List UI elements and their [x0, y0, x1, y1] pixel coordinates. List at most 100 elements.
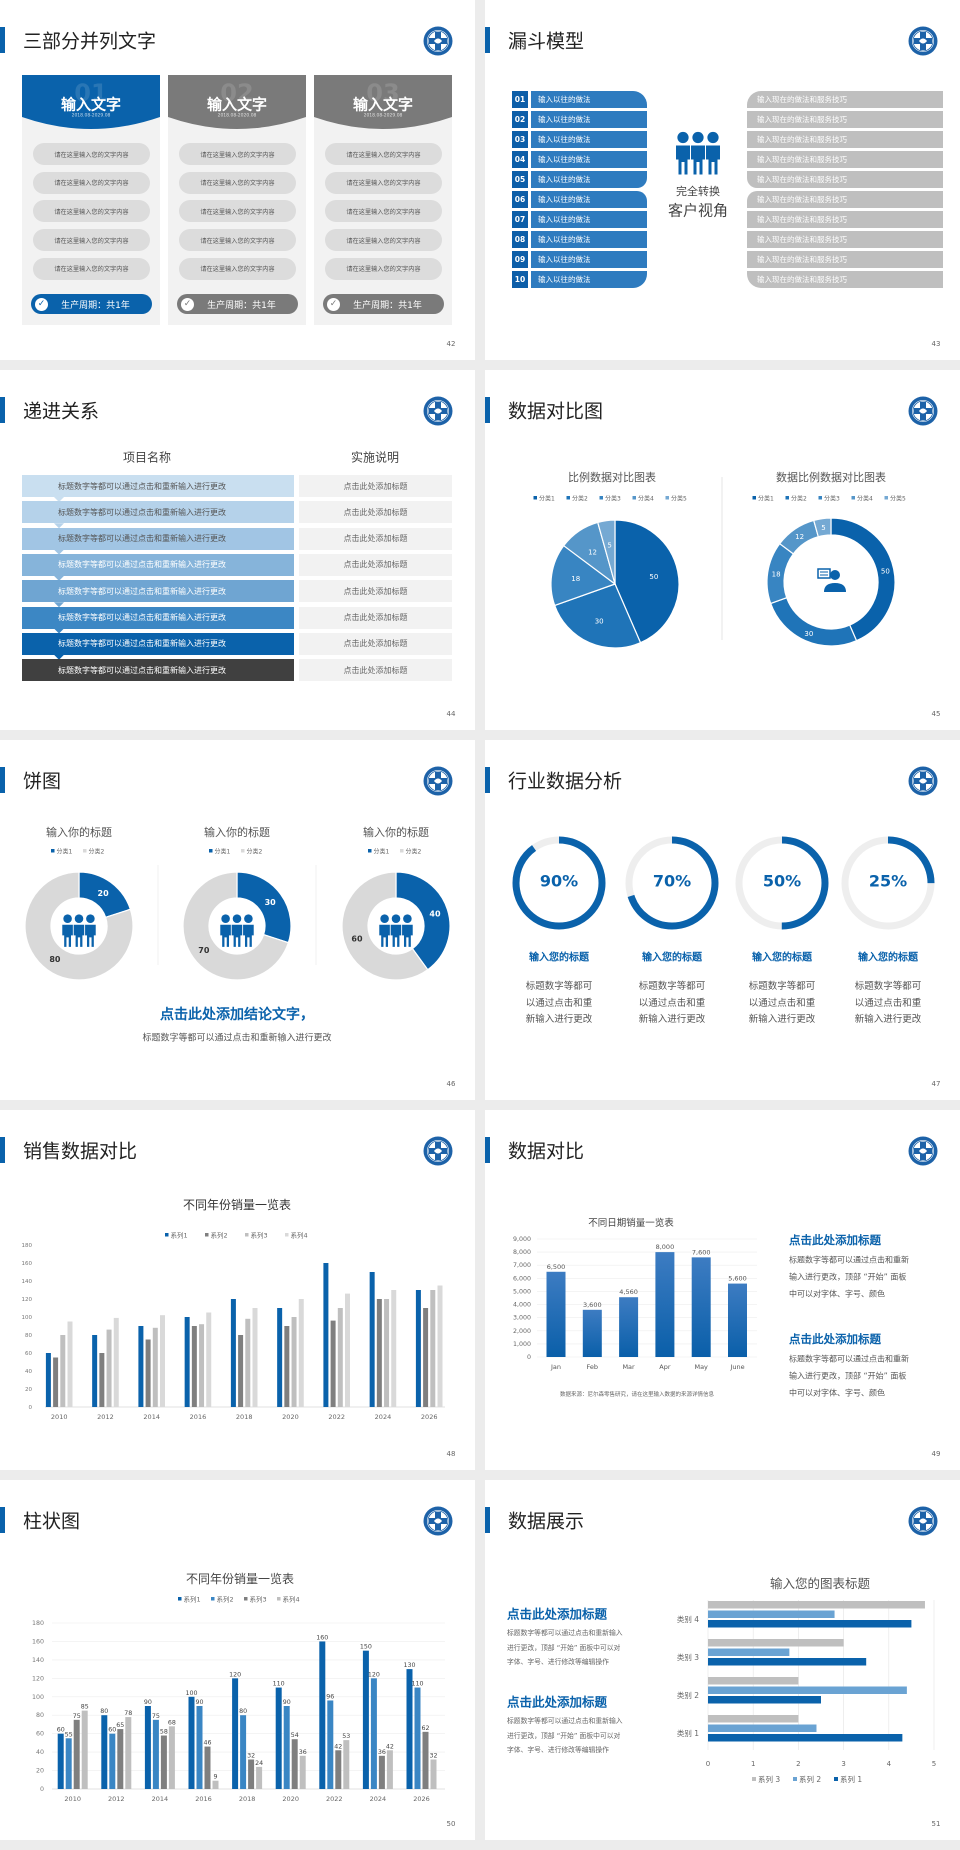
current-practice-item[interactable]: 输入现在的做法和服务技巧 [747, 231, 943, 248]
item-title: 输入您的标题 [529, 952, 589, 964]
item-title: 输入您的标题 [642, 952, 702, 964]
past-practice-item[interactable]: 输入以往的做法 [531, 151, 647, 168]
progression-row[interactable]: 标题数字等都可以通过点击和重新输入进行更改 [22, 632, 294, 655]
progression-row[interactable]: 标题数字等都可以通过点击和重新输入进行更改 [22, 606, 294, 629]
row-note[interactable]: 点击此处添加标题 [299, 475, 452, 497]
text-item[interactable]: 请在这里输入您的文字内容 [179, 143, 296, 165]
text-item[interactable]: 请在这里输入您的文字内容 [33, 200, 150, 223]
data-label: 18 [772, 571, 781, 579]
current-practice-item[interactable]: 输入现在的做法和服务技巧 [747, 271, 943, 288]
legend-swatch [884, 496, 888, 500]
current-practice-item[interactable]: 输入现在的做法和服务技巧 [747, 171, 943, 188]
text-item[interactable]: 请在这里输入您的文字内容 [179, 229, 296, 252]
bar-May [691, 1257, 711, 1357]
past-practice-item[interactable]: 输入以往的做法 [531, 231, 647, 248]
current-practice-item[interactable]: 输入现在的做法和服务技巧 [747, 91, 943, 108]
text-item[interactable]: 请在这里输入您的文字内容 [33, 171, 150, 194]
bar-系列 2-类别 4 [708, 1610, 835, 1618]
progression-row[interactable]: 标题数字等都可以通过点击和重新输入进行更改 [22, 501, 294, 524]
chart-canvas: 输入您的图表标题 0 1 2 3 4 5 类别 1 类别 2 类别 3 类别 4 系列 3 系列 2 系列… [677, 1576, 936, 1784]
people-icon [219, 914, 255, 948]
legend-swatch [752, 496, 756, 500]
x-tick-label: 4 [887, 1760, 892, 1768]
column-card: 03 输入文字 2018.08-2029.08 请在这里输入您的文字内容 请在这里输入您… [314, 75, 452, 325]
progression-row[interactable]: 标题数字等都可以通过点击和重新输入进行更改 [22, 553, 294, 576]
y-tick-label: 3,000 [513, 1315, 531, 1322]
row-note[interactable]: 点击此处添加标题 [299, 606, 452, 629]
bar-系列 3-类别 3 [708, 1639, 844, 1647]
bar-Mar [619, 1297, 639, 1357]
row-note[interactable]: 点击此处添加标题 [299, 527, 452, 550]
step-number: 02 [512, 111, 528, 128]
logo-inner-ring [427, 400, 449, 422]
past-practice-item[interactable]: 输入以往的做法 [531, 251, 647, 268]
progression-row[interactable]: 标题数字等都可以通过点击和重新输入进行更改 [22, 475, 294, 497]
current-practice-item[interactable]: 输入现在的做法和服务技巧 [747, 151, 943, 168]
bar-系列 2-类别 3 [708, 1648, 790, 1656]
text-item[interactable]: 请在这里输入您的文字内容 [325, 143, 442, 165]
slide-45[interactable]: 数据对比图 45 比例数据对比图表 分类1 分类2 分类3 分类4 分类5 50 30 18 12 5 数… [485, 370, 960, 730]
column-header: 输入文字 [206, 95, 268, 114]
text-item[interactable]: 请在这里输入您的文字内容 [325, 229, 442, 252]
slide-49[interactable]: 数据对比 49 不同日期销量一览表 0 1,000 2,000 3,000 4,000 5,00… [485, 1110, 960, 1470]
legend-label: 分类4 [638, 495, 654, 503]
progression-row[interactable]: 标题数字等都可以通过点击和重新输入进行更改 [22, 659, 294, 682]
row-note[interactable]: 点击此处添加标题 [299, 632, 452, 655]
past-practice-item[interactable]: 输入以往的做法 [531, 271, 647, 288]
current-practice-item[interactable]: 输入现在的做法和服务技巧 [747, 251, 943, 268]
slide-44[interactable]: 递进关系 44 项目名称 实施说明 标题数字等都可以通过点击和重新输入进行更改 点击此处添… [0, 370, 475, 730]
text-item[interactable]: 请在这里输入您的文字内容 [179, 200, 296, 223]
person-body [389, 924, 403, 948]
row-note[interactable]: 点击此处添加标题 [299, 553, 452, 576]
text-item[interactable]: 请在这里输入您的文字内容 [325, 171, 442, 194]
progression-row[interactable]: 标题数字等都可以通过点击和重新输入进行更改 [22, 580, 294, 603]
text-item[interactable]: 请在这里输入您的文字内容 [179, 257, 296, 280]
chart-title: 不同日期销量一览表 [588, 1217, 674, 1229]
row-note[interactable]: 点击此处添加标题 [299, 659, 452, 682]
x-tick-label: 2012 [97, 1413, 114, 1421]
text-item[interactable]: 请在这里输入您的文字内容 [33, 229, 150, 252]
slide-title: 数据展示 [508, 1510, 585, 1533]
current-practice-item[interactable]: 输入现在的做法和服务技巧 [747, 111, 943, 128]
text-item[interactable]: 请在这里输入您的文字内容 [325, 200, 442, 223]
logo-emblem [434, 778, 442, 784]
bar-系列 1-类别 2 [708, 1696, 821, 1704]
data-label: 62 [421, 1725, 429, 1732]
slide-46[interactable]: 饼图 46 输入你的标题 分类1 分类2 20 80 输入你的标题 分类1 分类2 30 70 输入你的… [0, 740, 475, 1100]
slide-42[interactable]: 三部分并列文字 42 01 输入文字 2018.08-2029.08 请在这里输入您的文字… [0, 0, 475, 360]
legend-swatch [285, 1233, 289, 1237]
hospital-logo-icon [908, 1136, 938, 1166]
data-label: 32 [429, 1752, 437, 1759]
progression-row[interactable]: 标题数字等都可以通过点击和重新输入进行更改 [22, 527, 294, 550]
current-practice-item[interactable]: 输入现在的做法和服务技巧 [747, 211, 943, 228]
step-number: 05 [512, 171, 528, 188]
slide-title: 行业数据分析 [508, 770, 623, 793]
person-body [675, 144, 691, 176]
text-item[interactable]: 请在这里输入您的文字内容 [33, 143, 150, 165]
progress-ring-fill [735, 836, 829, 930]
current-practice-item[interactable]: 输入现在的做法和服务技巧 [747, 191, 943, 208]
slide-47[interactable]: 行业数据分析 47 90% 输入您的标题 标题数字等都可 以通过点击和重 新输入进行更改 70… [485, 740, 960, 1100]
current-practice-item[interactable]: 输入现在的做法和服务技巧 [747, 131, 943, 148]
row-note[interactable]: 点击此处添加标题 [299, 501, 452, 524]
row-note[interactable]: 点击此处添加标题 [299, 580, 452, 603]
person-body [72, 924, 86, 948]
text-item[interactable]: 请在这里输入您的文字内容 [325, 257, 442, 280]
slide-48[interactable]: 销售数据对比 48 不同年份销量一览表 系列1 系列2 系列3 系列4 0 20 40 60 80 10… [0, 1110, 475, 1470]
slide-50[interactable]: 柱状图 50 不同年份销量一览表 系列1 系列2 系列3 系列4 0 20 40 60 80 100 12… [0, 1480, 475, 1840]
past-practice-item[interactable]: 输入以往的做法 [531, 191, 647, 208]
past-practice-item[interactable]: 输入以往的做法 [531, 91, 647, 108]
past-practice-item[interactable]: 输入以往的做法 [531, 131, 647, 148]
conclusion-title: 点击此处添加结论文字， [160, 1007, 314, 1023]
past-practice-item[interactable]: 输入以往的做法 [531, 211, 647, 228]
page-number: 43 [931, 340, 941, 348]
text-item[interactable]: 请在这里输入您的文字内容 [179, 171, 296, 194]
column-header-shape [168, 75, 306, 129]
past-practice-item[interactable]: 输入以往的做法 [531, 111, 647, 128]
percent-value: 90% [539, 871, 579, 891]
text-item[interactable]: 请在这里输入您的文字内容 [33, 257, 150, 280]
legend-label: 分类3 [605, 495, 621, 503]
slide-43[interactable]: 漏斗模型 43 01 输入以往的做法 输入现在的做法和服务技巧 02 输入以往的做法 输入现在… [485, 0, 960, 360]
slide-51[interactable]: 数据展示 51 点击此处添加标题 标题数字等都可以通过点击和重新输入 进行更改，顶部 “… [485, 1480, 960, 1840]
past-practice-item[interactable]: 输入以往的做法 [531, 171, 647, 188]
